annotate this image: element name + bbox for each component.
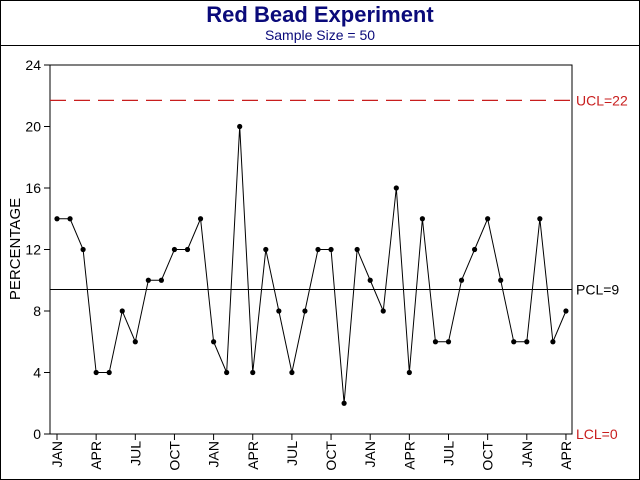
data-point <box>458 277 465 283</box>
data-point <box>445 339 452 345</box>
ucl-label: UCL=22 <box>576 92 628 108</box>
data-point <box>432 339 439 345</box>
data-point <box>354 246 360 253</box>
data-point <box>524 339 530 345</box>
data-point <box>485 216 491 222</box>
data-point <box>145 277 151 283</box>
data-point <box>315 246 321 253</box>
data-point <box>419 216 425 222</box>
y-tick-label: 0 <box>33 426 41 442</box>
data-point <box>511 339 517 345</box>
data-point <box>184 246 191 253</box>
lcl-label: LCL=0 <box>576 426 618 442</box>
y-tick-label: 16 <box>25 180 41 196</box>
data-point <box>550 339 556 345</box>
data-point <box>171 246 178 253</box>
y-axis-label: PERCENTAGE <box>7 198 24 300</box>
x-tick-label: APR <box>245 441 261 470</box>
data-point <box>472 246 478 253</box>
x-tick-label: JUL <box>127 441 143 466</box>
data-point <box>197 216 204 222</box>
x-tick-label: JAN <box>49 441 65 467</box>
data-point <box>119 308 125 314</box>
data-point <box>328 246 334 253</box>
data-point <box>341 400 347 406</box>
chart-subtitle: Sample Size = 50 <box>264 27 376 43</box>
data-point <box>367 277 373 283</box>
plot-area: 0 4 8 12 16 20 24 JAN APR JUL OCT JAN APR JUL OCT JAN AP… <box>25 57 628 471</box>
data-point <box>80 246 86 253</box>
x-tick-label: OCT <box>323 441 339 471</box>
data-point <box>393 185 399 191</box>
data-point <box>263 246 269 253</box>
data-point <box>67 216 73 222</box>
data-point <box>211 339 217 345</box>
data-point <box>237 123 243 130</box>
y-tick-label: 8 <box>33 303 41 319</box>
pcl-label: PCL=9 <box>576 281 619 297</box>
y-tick-label: 20 <box>25 119 41 135</box>
x-tick-label: OCT <box>480 441 496 471</box>
x-tick-label: JAN <box>362 441 378 467</box>
data-point <box>250 369 256 376</box>
data-point <box>106 369 112 376</box>
data-point <box>302 308 308 314</box>
data-point <box>54 216 60 222</box>
y-tick-label: 12 <box>25 242 41 258</box>
chart-title: Red Bead Experiment <box>206 2 434 27</box>
series-line <box>57 126 567 404</box>
data-point <box>224 369 230 376</box>
data-point <box>380 308 386 314</box>
data-point <box>132 339 138 345</box>
data-point <box>537 216 543 222</box>
x-tick-label: OCT <box>166 441 182 471</box>
data-point <box>158 277 164 283</box>
x-tick-label: JUL <box>284 441 300 466</box>
y-tick-label: 24 <box>25 57 41 73</box>
data-point <box>563 308 569 314</box>
x-tick-label: APR <box>558 441 574 470</box>
data-point <box>406 369 412 376</box>
x-tick-label: JUL <box>441 441 457 466</box>
data-point <box>93 369 99 376</box>
x-tick-label: APR <box>88 441 104 470</box>
y-tick-label: 4 <box>33 365 41 381</box>
x-tick-label: APR <box>401 441 417 470</box>
x-tick-label: JAN <box>206 441 222 467</box>
data-point <box>289 369 295 376</box>
data-point <box>498 277 504 283</box>
header-divider <box>0 45 640 46</box>
x-tick-label: JAN <box>519 441 535 467</box>
data-point <box>276 308 282 314</box>
